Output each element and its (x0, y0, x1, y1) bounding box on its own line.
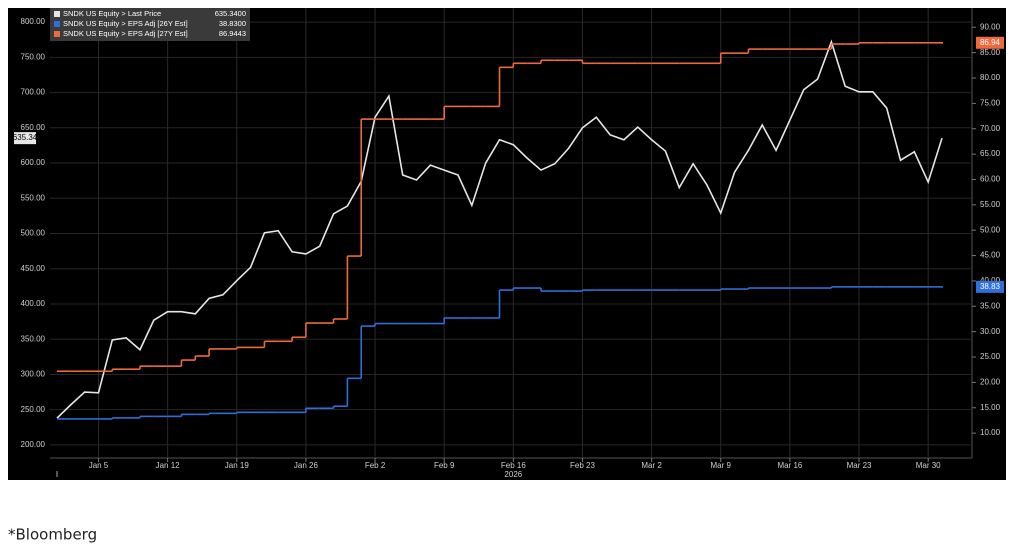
value-tag-label: 38.83 (980, 282, 1001, 291)
y-tick-label: 550.00 (21, 193, 46, 202)
x-tick-label: Jan 12 (156, 461, 181, 470)
legend-label: SNDK US Equity > EPS Adj [26Y Est] (63, 19, 188, 28)
x-tick-label: Mar 16 (777, 461, 802, 470)
y2-tick-label: 50.00 (980, 225, 1001, 234)
y-tick-label: 800.00 (21, 17, 46, 26)
y-tick-label: 250.00 (21, 405, 46, 414)
value-tag-label: 635.34 (13, 133, 38, 142)
x-tick-label: Jan 5 (89, 461, 109, 470)
legend-value: 38.8300 (219, 19, 246, 28)
x-tick-label: Jan 26 (294, 461, 319, 470)
y2-tick-label: 45.00 (980, 251, 1001, 260)
y-tick-label: 700.00 (21, 88, 46, 97)
y-tick-label: 750.00 (21, 52, 46, 61)
legend-swatch (54, 21, 60, 27)
y-tick-label: 400.00 (21, 299, 46, 308)
y2-tick-label: 80.00 (980, 73, 1001, 82)
legend-value: 86.9443 (219, 29, 246, 38)
y2-tick-label: 60.00 (980, 175, 1001, 184)
x-tick-label: Feb 23 (570, 461, 595, 470)
y2-tick-label: 70.00 (980, 124, 1001, 133)
x-tick-label: Mar 23 (847, 461, 872, 470)
legend-label: SNDK US Equity > Last Price (63, 9, 161, 18)
y2-tick-label: 85.00 (980, 48, 1001, 57)
y2-tick-label: 35.00 (980, 301, 1001, 310)
y2-tick-label: 75.00 (980, 98, 1001, 107)
y-tick-label: 300.00 (21, 370, 46, 379)
price-line (56, 39, 943, 419)
y-tick-label: 350.00 (21, 334, 46, 343)
chart-background (8, 8, 1006, 480)
y-tick-label: 600.00 (21, 158, 46, 167)
x-tick-label: Feb 2 (365, 461, 386, 470)
x-tick-label: Mar 9 (711, 461, 732, 470)
y2-tick-label: 55.00 (980, 200, 1001, 209)
y-tick-label: 650.00 (21, 123, 46, 132)
x-tick-label: Feb 9 (434, 461, 455, 470)
x-tick-label: Feb 16 (501, 461, 526, 470)
y2-tick-label: 90.00 (980, 22, 1001, 31)
y2-tick-label: 20.00 (980, 378, 1001, 387)
y-tick-label: 500.00 (21, 229, 46, 238)
source-note: *Bloomberg (8, 526, 97, 544)
legend-swatch (54, 31, 60, 37)
y2-tick-label: 30.00 (980, 327, 1001, 336)
value-tag (976, 36, 1004, 49)
value-tag (14, 132, 36, 145)
legend-swatch (54, 11, 60, 17)
y2-tick-label: 10.00 (980, 428, 1001, 437)
y-tick-label: 450.00 (21, 264, 46, 273)
legend-box (50, 8, 250, 41)
x-tick-label: Jan 19 (225, 461, 250, 470)
y2-tick-label: 40.00 (980, 276, 1001, 285)
value-tag-label: 86.94 (980, 38, 1001, 47)
value-tag (976, 280, 1004, 293)
legend-label: SNDK US Equity > EPS Adj [27Y Est] (63, 29, 188, 38)
y-tick-label: 200.00 (21, 440, 46, 449)
legend-value: 635.3400 (215, 9, 246, 18)
x-tick-label: Mar 2 (641, 461, 662, 470)
y2-tick-label: 15.00 (980, 403, 1001, 412)
x-year-label: 2026 (504, 470, 522, 479)
x-tick-label: Mar 30 (916, 461, 941, 470)
y2-tick-label: 65.00 (980, 149, 1001, 158)
y2-tick-label: 25.00 (980, 352, 1001, 361)
